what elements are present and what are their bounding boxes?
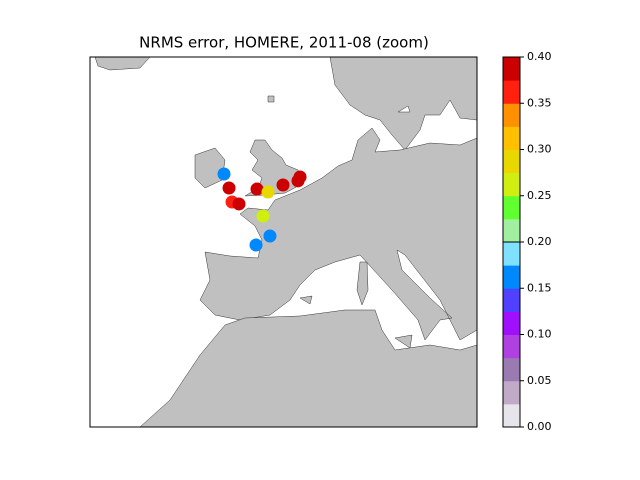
colorbar-band [503, 103, 520, 127]
colorbar-tick-label: 0.10 [527, 328, 552, 341]
station-point [276, 178, 290, 192]
colorbar-band [503, 334, 520, 359]
colorbar-band [503, 80, 520, 104]
map-title: NRMS error, HOMERE, 2011-08 (zoom) [139, 34, 429, 52]
station-point [291, 174, 305, 188]
colorbar-tick-label: 0.05 [527, 374, 552, 387]
colorbar-band [503, 195, 520, 220]
colorbar-band [503, 357, 520, 382]
colorbar-band [503, 265, 520, 289]
land [356, 261, 369, 306]
colorbar: 0.00 0.05 0.10 0.15 0.20 0.25 0.30 0.35 0.40 [502, 50, 552, 433]
station-point [263, 229, 277, 243]
colorbar-tick-label: 0.30 [527, 143, 552, 156]
colorbar-tick-label: 0.25 [527, 189, 552, 202]
basemap [89, 56, 478, 428]
land [299, 295, 313, 305]
land [329, 56, 478, 151]
colorbar-band [503, 380, 520, 405]
colorbar-band [503, 242, 520, 266]
colorbar-band [503, 288, 520, 312]
colorbar-band [503, 57, 520, 81]
colorbar-band [503, 149, 520, 174]
station-point [217, 167, 231, 181]
station-point [256, 209, 270, 223]
land [267, 95, 275, 103]
colorbar-band [503, 172, 520, 197]
colorbar-band [503, 311, 520, 335]
colorbar-band [503, 126, 520, 150]
colorbar-band [503, 403, 520, 428]
station-point [249, 238, 263, 252]
land [199, 127, 478, 341]
colorbar-tick-label: 0.00 [527, 420, 552, 433]
colorbar-tick-label: 0.15 [527, 281, 552, 294]
station-point [232, 197, 246, 211]
colorbar-band [503, 218, 520, 243]
station-point [222, 181, 236, 195]
colorbar-tick-label: 0.20 [527, 235, 552, 248]
station-point [261, 185, 275, 199]
land [139, 309, 478, 428]
colorbar-tick-label: 0.40 [527, 50, 552, 63]
land [394, 334, 413, 349]
lake [397, 105, 411, 113]
colorbar-tick-label: 0.35 [527, 96, 552, 109]
station-point [250, 182, 264, 196]
map-frame [89, 56, 478, 428]
